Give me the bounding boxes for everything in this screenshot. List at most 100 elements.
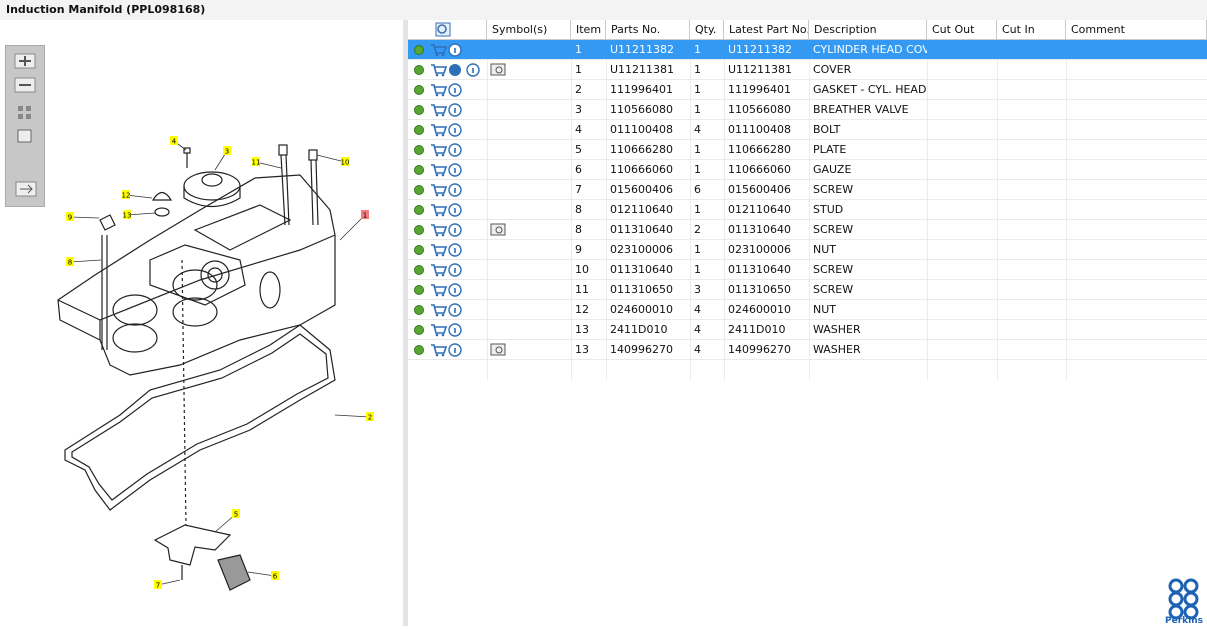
search-icon[interactable]: [435, 22, 451, 38]
callout-box: [341, 157, 349, 166]
row-icons: [414, 143, 462, 157]
table-row[interactable]: [408, 140, 1207, 160]
config-icon[interactable]: [414, 245, 424, 255]
cart-icon[interactable]: [431, 204, 448, 214]
note-icon[interactable]: [490, 62, 508, 78]
drawing: [57, 144, 336, 591]
table-row[interactable]: [408, 60, 1207, 80]
column-header[interactable]: Qty.: [690, 20, 724, 40]
leader-line: [125, 194, 153, 199]
callout-label: 5: [234, 511, 238, 519]
table-row[interactable]: [408, 200, 1207, 220]
table-cell: 011310650: [728, 283, 791, 296]
config-icon[interactable]: [414, 345, 424, 355]
cart-icon[interactable]: [431, 124, 448, 134]
info-dot: [454, 228, 456, 233]
table-row[interactable]: [408, 220, 1207, 240]
table-cell: 110666060: [610, 163, 673, 176]
table-cell: 3: [694, 283, 701, 296]
table-cell: 011310640: [728, 223, 791, 236]
table-row[interactable]: [408, 320, 1207, 340]
config-icon[interactable]: [414, 85, 424, 95]
column-header[interactable]: Description: [809, 20, 927, 40]
table-cell: 4: [575, 123, 582, 136]
info-dot: [454, 348, 456, 353]
column-header[interactable]: Symbol(s): [487, 20, 571, 40]
cart-icon[interactable]: [431, 104, 448, 114]
cart-icon[interactable]: [431, 344, 448, 354]
note-icon[interactable]: [490, 222, 508, 238]
table-cell: 015600406: [728, 183, 791, 196]
wheel: [435, 73, 439, 77]
leader-line: [334, 414, 371, 418]
wheel: [441, 193, 445, 197]
cart-icon[interactable]: [431, 224, 448, 234]
parts-table: Symbol(s) Item Parts No. Qty. Latest Part No…: [408, 20, 1207, 626]
table-cell: 011310640: [610, 263, 673, 276]
table-cell: 110666280: [610, 143, 673, 156]
callout-box: [361, 210, 369, 219]
config-icon[interactable]: [414, 285, 424, 295]
wheel: [435, 253, 439, 257]
supersession-icon[interactable]: [449, 64, 461, 76]
config-icon[interactable]: [414, 165, 424, 175]
splitter[interactable]: [403, 20, 408, 626]
table-cell: 7: [575, 183, 582, 196]
reset-view[interactable]: [17, 129, 32, 143]
table-row[interactable]: [408, 240, 1207, 260]
cart-icon[interactable]: [431, 184, 448, 194]
config-icon[interactable]: [414, 125, 424, 135]
table-cell: SCREW: [813, 283, 854, 296]
table-row[interactable]: [408, 100, 1207, 120]
info-dot: [454, 288, 456, 293]
row-icons: [414, 183, 462, 197]
table-row[interactable]: [408, 260, 1207, 280]
config-icon[interactable]: [414, 105, 424, 115]
table-cell: 8: [575, 203, 582, 216]
config-icon[interactable]: [414, 185, 424, 195]
info-dot: [454, 188, 456, 193]
note-icon[interactable]: [490, 342, 508, 358]
config-icon[interactable]: [414, 325, 424, 335]
table-row[interactable]: [408, 80, 1207, 100]
fit-view[interactable]: [18, 114, 23, 119]
column-header[interactable]: Latest Part No.: [724, 20, 809, 40]
config-icon[interactable]: [414, 225, 424, 235]
table-row[interactable]: [408, 340, 1207, 360]
table-cell: 2411D010: [610, 323, 668, 336]
logo-text: Perkins: [1165, 616, 1203, 626]
config-icon[interactable]: [414, 305, 424, 315]
table-row[interactable]: [408, 120, 1207, 140]
table-row[interactable]: [408, 160, 1207, 180]
toolbar-icons: [14, 53, 37, 197]
wheel: [441, 173, 445, 177]
cart-icon[interactable]: [431, 64, 448, 74]
callout-box: [66, 212, 74, 221]
cart-icon[interactable]: [431, 164, 448, 174]
column-header[interactable]: Cut In: [997, 20, 1066, 40]
wheel: [435, 93, 439, 97]
column-header[interactable]: Parts No.: [606, 20, 690, 40]
cart-icon[interactable]: [431, 324, 448, 334]
logo-mark: Perkins: [1165, 578, 1203, 626]
table-row[interactable]: [408, 300, 1207, 320]
callout-box: [366, 412, 374, 421]
table-row[interactable]: [408, 280, 1207, 300]
cart-icon[interactable]: [431, 44, 448, 54]
column-header[interactable]: Comment: [1066, 20, 1207, 40]
cart-icon[interactable]: [431, 284, 448, 294]
cart-icon[interactable]: [431, 144, 448, 154]
cart-icon[interactable]: [431, 244, 448, 254]
column-header[interactable]: Item: [571, 20, 606, 40]
config-icon[interactable]: [414, 45, 424, 55]
cart-icon[interactable]: [431, 304, 448, 314]
table-row[interactable]: [408, 180, 1207, 200]
cart-icon[interactable]: [431, 84, 448, 94]
column-header[interactable]: Cut Out: [927, 20, 997, 40]
config-icon[interactable]: [414, 65, 424, 75]
config-icon[interactable]: [414, 145, 424, 155]
cart-icon[interactable]: [431, 264, 448, 274]
table-row[interactable]: [408, 40, 1207, 60]
config-icon[interactable]: [414, 205, 424, 215]
config-icon[interactable]: [414, 265, 424, 275]
